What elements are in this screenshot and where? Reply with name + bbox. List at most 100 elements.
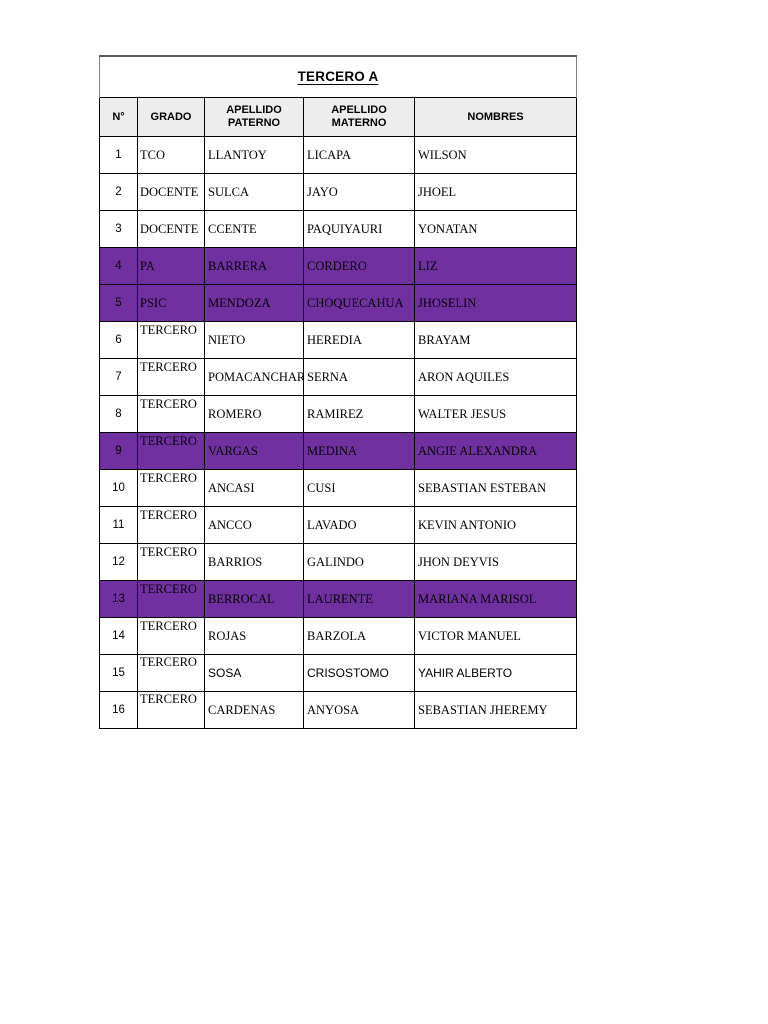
table-row: 2 DOCENTE SULCA JAYO JHOEL: [99, 173, 578, 211]
cell-nombres: JHOEL: [413, 173, 578, 211]
cell-apellido-paterno: LLANTOY: [204, 136, 304, 174]
cell-numero: 8: [99, 395, 138, 433]
table-row: 11 TERCERO ANCCO LAVADO KEVIN ANTONIO: [99, 506, 578, 544]
page-title: TERCERO A: [297, 69, 379, 84]
table-row: 5 PSIC MENDOZA CHOQUECAHUA JHOSELIN: [99, 284, 578, 322]
cell-numero: 15: [99, 654, 138, 692]
cell-nombres: KEVIN ANTONIO: [413, 506, 578, 544]
cell-apellido-materno: LAURENTE: [303, 580, 415, 618]
cell-numero: 10: [99, 469, 138, 507]
cell-nombres: YONATAN: [413, 210, 578, 248]
column-header-apellido-paterno: APELLIDO PATERNO: [204, 97, 304, 137]
cell-nombres: JHOSELIN: [413, 284, 578, 322]
cell-apellido-materno: CUSI: [303, 469, 415, 507]
cell-apellido-paterno: SULCA: [204, 173, 304, 211]
cell-numero: 12: [99, 543, 138, 581]
cell-apellido-materno: RAMIREZ: [303, 395, 415, 433]
cell-nombres: BRAYAM: [413, 321, 578, 359]
cell-nombres: MARIANA MARISOL: [413, 580, 578, 618]
cell-apellido-materno: JAYO: [303, 173, 415, 211]
cell-nombres: WALTER JESUS: [413, 395, 578, 433]
cell-apellido-paterno: BARRIOS: [204, 543, 304, 581]
cell-apellido-materno: CRISOSTOMO: [303, 654, 415, 692]
table-title-cell: TERCERO A: [98, 55, 578, 98]
cell-apellido-paterno: CCENTE: [204, 210, 304, 248]
table-row: 10 TERCERO ANCASI CUSI SEBASTIAN ESTEBAN: [99, 469, 578, 507]
table-row: 8 TERCERO ROMERO RAMIREZ WALTER JESUS: [99, 395, 578, 433]
cell-apellido-paterno: CARDENAS: [204, 691, 304, 729]
cell-nombres: YAHIR ALBERTO: [413, 654, 578, 692]
cell-apellido-materno: SERNA: [303, 358, 415, 396]
cell-grado: TERCERO: [137, 395, 205, 433]
cell-grado: DOCENTE: [137, 210, 205, 248]
cell-apellido-materno: GALINDO: [303, 543, 415, 581]
table-row: 4 PA BARRERA CORDERO LIZ: [99, 247, 578, 285]
table-row: 14 TERCERO ROJAS BARZOLA VICTOR MANUEL: [99, 617, 578, 655]
cell-nombres: JHON DEYVIS: [413, 543, 578, 581]
cell-numero: 9: [99, 432, 138, 470]
table-row: 16 TERCERO CARDENAS ANYOSA SEBASTIAN JHEREMY: [99, 691, 578, 729]
cell-numero: 1: [99, 136, 138, 174]
cell-grado: TERCERO: [137, 691, 205, 729]
table-title-row: TERCERO A: [98, 55, 578, 98]
table-row: 15 TERCERO SOSA CRISOSTOMO YAHIR ALBERTO: [99, 654, 578, 692]
cell-nombres: ANGIE ALEXANDRA: [413, 432, 578, 470]
cell-grado: TERCERO: [137, 321, 205, 359]
cell-apellido-materno: CORDERO: [303, 247, 415, 285]
cell-apellido-materno: HEREDIA: [303, 321, 415, 359]
cell-nombres: SEBASTIAN JHEREMY: [413, 691, 578, 729]
cell-grado: TERCERO: [137, 506, 205, 544]
cell-numero: 7: [99, 358, 138, 396]
cell-numero: 3: [99, 210, 138, 248]
cell-grado: PSIC: [137, 284, 205, 322]
cell-apellido-materno: BARZOLA: [303, 617, 415, 655]
table-row: 13 TERCERO BERROCAL LAURENTE MARIANA MARISOL: [99, 580, 578, 618]
cell-apellido-materno: LICAPA: [303, 136, 415, 174]
cell-apellido-paterno: SOSA: [204, 654, 304, 692]
cell-apellido-paterno: BARRERA: [204, 247, 304, 285]
cell-apellido-materno: ANYOSA: [303, 691, 415, 729]
roster-table: TERCERO A N° GRADO APELLIDO PATERNO APEL…: [98, 55, 578, 729]
cell-apellido-materno: CHOQUECAHUA: [303, 284, 415, 322]
column-header-apellido-materno-line1: APELLIDO: [331, 104, 387, 117]
cell-numero: 14: [99, 617, 138, 655]
cell-nombres: ARON AQUILES: [413, 358, 578, 396]
cell-numero: 6: [99, 321, 138, 359]
column-header-nombres: NOMBRES: [413, 97, 578, 137]
cell-grado: TERCERO: [137, 469, 205, 507]
cell-grado: PA: [137, 247, 205, 285]
table-row: 6 TERCERO NIETO HEREDIA BRAYAM: [99, 321, 578, 359]
table-row: 7 TERCERO POMACANCHARI SERNA ARON AQUILES: [99, 358, 578, 396]
cell-apellido-paterno: ANCASI: [204, 469, 304, 507]
cell-apellido-materno: PAQUIYAURI: [303, 210, 415, 248]
cell-apellido-materno: MEDINA: [303, 432, 415, 470]
column-header-apellido-paterno-line2: PATERNO: [227, 117, 281, 129]
column-header-numero: N°: [99, 97, 138, 137]
column-header-apellido-materno: APELLIDO MATERNO: [303, 97, 415, 137]
column-header-grado: GRADO: [137, 97, 205, 137]
cell-numero: 5: [99, 284, 138, 322]
cell-nombres: SEBASTIAN ESTEBAN: [413, 469, 578, 507]
cell-nombres: LIZ: [413, 247, 578, 285]
cell-numero: 2: [99, 173, 138, 211]
table-header-row: N° GRADO APELLIDO PATERNO APELLIDO MATER…: [99, 97, 578, 137]
cell-apellido-paterno: BERROCAL: [204, 580, 304, 618]
cell-apellido-paterno: MENDOZA: [204, 284, 304, 322]
cell-nombres: VICTOR MANUEL: [413, 617, 578, 655]
cell-grado: TERCERO: [137, 617, 205, 655]
cell-apellido-paterno: ROJAS: [204, 617, 304, 655]
cell-grado: DOCENTE: [137, 173, 205, 211]
column-header-apellido-paterno-line1: APELLIDO: [226, 104, 282, 117]
cell-numero: 16: [99, 691, 138, 729]
cell-grado: TCO: [137, 136, 205, 174]
cell-grado: TERCERO: [137, 580, 205, 618]
cell-grado: TERCERO: [137, 654, 205, 692]
column-header-apellido-materno-line2: MATERNO: [331, 117, 387, 129]
cell-apellido-paterno: NIETO: [204, 321, 304, 359]
table-row: 1 TCO LLANTOY LICAPA WILSON: [99, 136, 578, 174]
cell-apellido-paterno: ANCCO: [204, 506, 304, 544]
cell-numero: 11: [99, 506, 138, 544]
cell-grado: TERCERO: [137, 358, 205, 396]
cell-apellido-materno: LAVADO: [303, 506, 415, 544]
